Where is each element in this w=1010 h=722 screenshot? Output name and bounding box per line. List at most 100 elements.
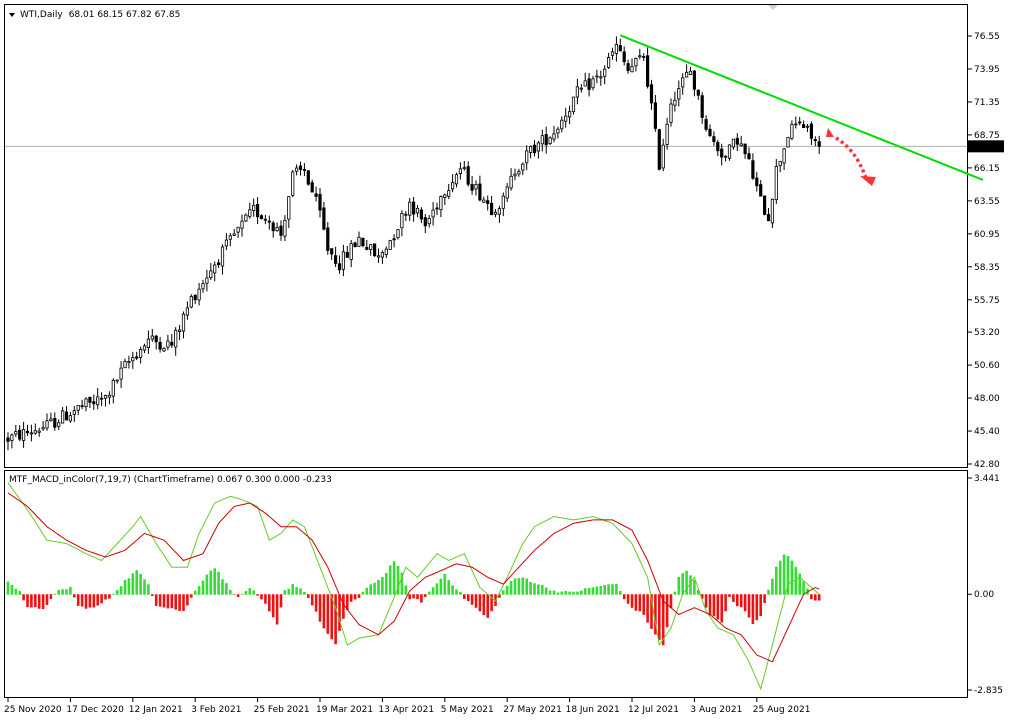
- hist-bar-pos: [396, 565, 400, 595]
- hist-bar-pos: [143, 579, 146, 595]
- price-tick-label: 42.80: [974, 460, 1000, 470]
- hist-bar-neg: [108, 594, 111, 599]
- candle-bull: [76, 405, 80, 411]
- hist-bar-pos: [373, 582, 376, 595]
- candle-bull: [630, 66, 634, 73]
- candle-bear: [587, 78, 591, 90]
- candle-bear: [653, 102, 658, 129]
- hist-bar-pos: [576, 591, 579, 595]
- hist-bar-neg: [349, 594, 353, 602]
- candle-bull: [177, 329, 182, 332]
- candle-bear: [646, 55, 650, 87]
- price-axis: 76.55 73.95 71.35 68.75 66.15 63.55 60.95 58.35…: [5, 32, 1004, 470]
- hist-bar-neg: [463, 594, 466, 599]
- hist-bar-pos: [365, 587, 369, 595]
- candle-bear: [466, 166, 470, 185]
- candle-bear: [696, 89, 700, 96]
- hist-bar-neg: [178, 594, 181, 611]
- candle-bear: [478, 183, 482, 201]
- hist-bar-pos: [794, 566, 798, 595]
- hist-bar-neg: [271, 594, 275, 618]
- hist-bar-neg: [346, 594, 349, 611]
- hist-bar-neg: [186, 594, 189, 606]
- hist-bar-pos: [303, 591, 306, 595]
- hist-bar-pos: [505, 585, 509, 595]
- hist-bar-pos: [197, 586, 201, 595]
- hist-bar-neg: [154, 594, 158, 606]
- candle-bear: [423, 217, 427, 227]
- hist-bar-neg: [704, 594, 708, 608]
- candle-bull: [595, 75, 599, 78]
- hist-bar-neg: [724, 594, 727, 612]
- candle-bear: [708, 128, 712, 136]
- candle-bear: [88, 396, 92, 403]
- hist-bar-neg: [420, 594, 423, 603]
- candle-bear: [802, 124, 806, 128]
- hist-bar-neg: [49, 594, 53, 600]
- price-tick-label: 50.60: [974, 361, 1000, 371]
- hist-bar-pos: [790, 560, 794, 595]
- hist-bar-neg: [700, 594, 704, 599]
- candle-bear: [642, 56, 646, 58]
- candle-bull: [201, 283, 205, 290]
- candle-bull: [579, 87, 583, 90]
- candle-bull: [10, 434, 14, 441]
- price-tick-label: 63.55: [974, 197, 1000, 207]
- candle-bull: [291, 171, 295, 196]
- candle-bull: [115, 379, 119, 382]
- hist-bar-neg: [322, 594, 326, 629]
- time-tick-label: 19 Mar 2021: [316, 705, 373, 715]
- candle-bear: [649, 84, 654, 104]
- hist-bar-pos: [529, 581, 532, 595]
- hist-bar-neg: [264, 594, 267, 604]
- candle-bear: [6, 437, 10, 442]
- candle-bear: [310, 182, 314, 193]
- hist-bar-pos: [693, 579, 696, 595]
- hist-bar-neg: [307, 594, 310, 598]
- hist-bar-pos: [580, 590, 583, 595]
- hist-bar-neg: [76, 594, 80, 606]
- hist-bar-pos: [377, 579, 380, 595]
- hist-bar-neg: [743, 594, 747, 612]
- candle-bull: [111, 379, 115, 397]
- hist-bar-neg: [622, 594, 626, 600]
- hist-bar-pos: [14, 588, 18, 595]
- candle-bear: [326, 227, 330, 251]
- candle-bear: [618, 45, 622, 52]
- hist-bar-pos: [388, 565, 392, 595]
- candle-bear: [170, 341, 174, 346]
- hist-bar-neg: [732, 594, 735, 602]
- candle-bear: [735, 137, 739, 145]
- candle-bull: [782, 148, 786, 164]
- time-tick-label: 12 Jul 2021: [628, 705, 679, 715]
- hist-bar-neg: [720, 594, 723, 623]
- candle-bear: [318, 193, 322, 211]
- candle-bull: [189, 296, 193, 308]
- hist-bar-pos: [599, 586, 603, 595]
- candle-bear: [25, 430, 30, 434]
- menu-triangle-icon[interactable]: [9, 13, 15, 17]
- candle-bear: [353, 242, 357, 248]
- candle-bull: [778, 161, 782, 167]
- candle-bull: [770, 198, 775, 224]
- candle-bull: [805, 125, 810, 128]
- candle-bear: [692, 70, 697, 90]
- hist-bar-pos: [782, 554, 786, 595]
- hist-bar-pos: [591, 587, 595, 595]
- hist-bar-pos: [435, 583, 439, 595]
- hist-bar-neg: [478, 594, 482, 612]
- candle-bull: [166, 340, 170, 348]
- hist-bar-pos: [607, 584, 610, 595]
- candle-bull: [162, 347, 166, 352]
- candle-bull: [739, 143, 743, 147]
- hist-bar-pos: [556, 592, 560, 595]
- hist-bar-pos: [427, 591, 431, 595]
- candle-bull: [263, 218, 268, 221]
- hist-bar-pos: [123, 579, 127, 595]
- hist-bar-pos: [778, 560, 782, 595]
- candle-bear: [813, 139, 817, 142]
- hist-bar-neg: [330, 594, 333, 640]
- hist-bar-pos: [193, 590, 197, 595]
- hist-bar-neg: [486, 594, 489, 618]
